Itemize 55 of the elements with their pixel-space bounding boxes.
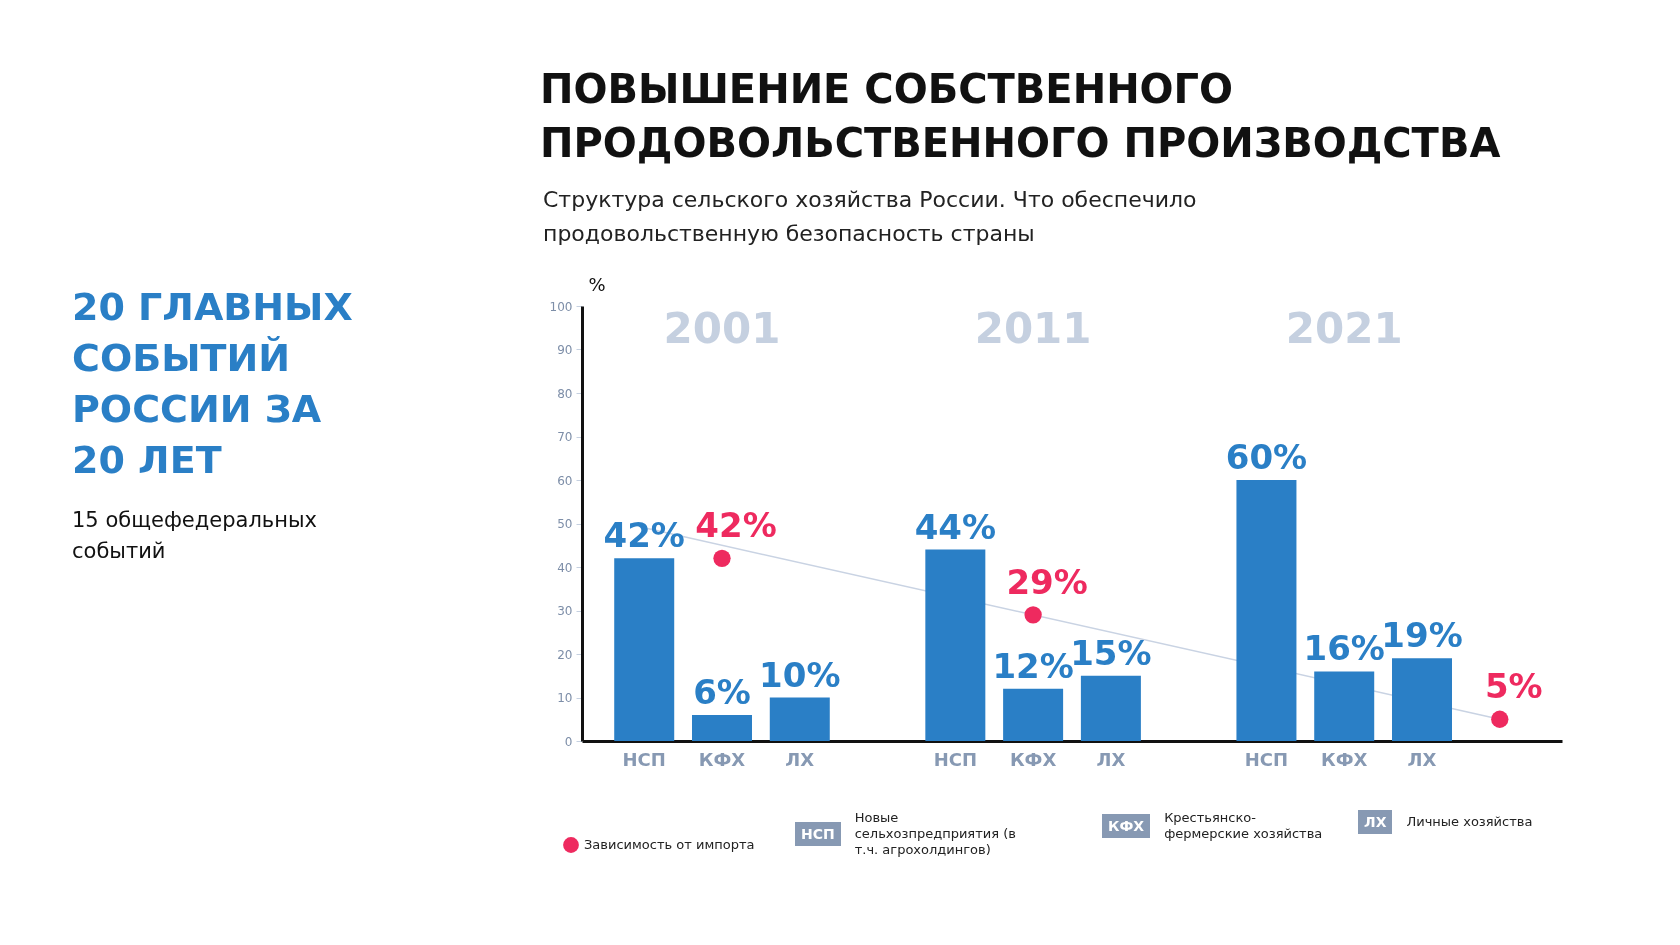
text: Новые сельхозпредприятия (в т.ч. агрохолдингов) bbox=[854, 810, 1017, 858]
chart-title: ПОВЫШЕНИЕ СОБСТВЕННОГО ПРОДОВОЛЬСТВЕННОГО ПРОИЗВОДСТВА bbox=[540, 65, 1502, 168]
text: НСП bbox=[795, 822, 841, 846]
x-tick-label: ЛХ bbox=[1096, 748, 1126, 770]
data-label: 29% bbox=[1006, 561, 1088, 602]
legend-label: Зависимость от импорта bbox=[584, 837, 755, 852]
bar bbox=[1003, 688, 1064, 741]
bar bbox=[614, 558, 675, 741]
data-label: 10% bbox=[759, 654, 841, 695]
bar bbox=[1236, 480, 1297, 741]
y-axis-title: % bbox=[588, 273, 606, 295]
bar bbox=[1314, 671, 1375, 741]
text: 20 ГЛАВНЫХ СОБЫТИЙ РОССИИ ЗА 20 ЛЕТ bbox=[72, 284, 354, 484]
text: Крестьянско-фермерские хозяйства bbox=[1164, 810, 1324, 842]
data-label: 60% bbox=[1225, 437, 1308, 477]
annotation: 2021 bbox=[1285, 304, 1403, 353]
data-label: 6% bbox=[693, 671, 751, 712]
x-tick-label: ЛХ bbox=[785, 748, 815, 770]
y-tick-label: 50 bbox=[557, 517, 573, 531]
y-tick-label: 20 bbox=[557, 647, 573, 662]
data-label: 42% bbox=[695, 505, 777, 546]
x-tick-label: НСП bbox=[933, 748, 978, 770]
point bbox=[1491, 710, 1509, 728]
data-label: 42% bbox=[603, 515, 685, 556]
x-tick-label: КФХ bbox=[698, 748, 746, 770]
y-tick-label: 40 bbox=[557, 560, 573, 575]
x-tick-label: НСП bbox=[622, 748, 666, 770]
annotation: 2011 bbox=[974, 304, 1092, 353]
bar bbox=[769, 697, 830, 741]
y-tick-label: 30 bbox=[557, 604, 573, 618]
annotation: 2001 bbox=[663, 304, 781, 353]
data-label: 5% bbox=[1484, 666, 1543, 707]
bar bbox=[925, 549, 986, 741]
chart-subtitle: Структура сельского хозяйства России. Что обеспечило продовольственную безопасность страны bbox=[543, 186, 1198, 248]
point bbox=[713, 549, 731, 567]
bar bbox=[1392, 658, 1452, 741]
x-tick-label: КФХ bbox=[1009, 748, 1057, 770]
data-label: 44% bbox=[914, 506, 997, 547]
text: ЛХ bbox=[1358, 810, 1393, 834]
y-tick-label: 60 bbox=[557, 473, 573, 488]
text: 15 общефедеральных событий bbox=[72, 507, 318, 565]
text: Личные хозяйства bbox=[1406, 814, 1533, 830]
text: КФХ bbox=[1102, 814, 1151, 838]
y-tick-label: 80 bbox=[557, 386, 573, 401]
y-tick-label: 70 bbox=[557, 430, 573, 444]
y-tick-label: 90 bbox=[557, 343, 573, 357]
y-tick-label: 0 bbox=[564, 734, 573, 749]
y-tick-label: 10 bbox=[557, 691, 573, 705]
x-tick-label: ЛХ bbox=[1407, 748, 1437, 770]
x-tick-label: НСП bbox=[1244, 748, 1289, 770]
y-tick-label: 100 bbox=[549, 299, 573, 314]
bar bbox=[1080, 675, 1141, 741]
bar bbox=[692, 714, 752, 741]
point bbox=[1024, 606, 1042, 624]
x-tick-label: КФХ bbox=[1321, 748, 1368, 770]
